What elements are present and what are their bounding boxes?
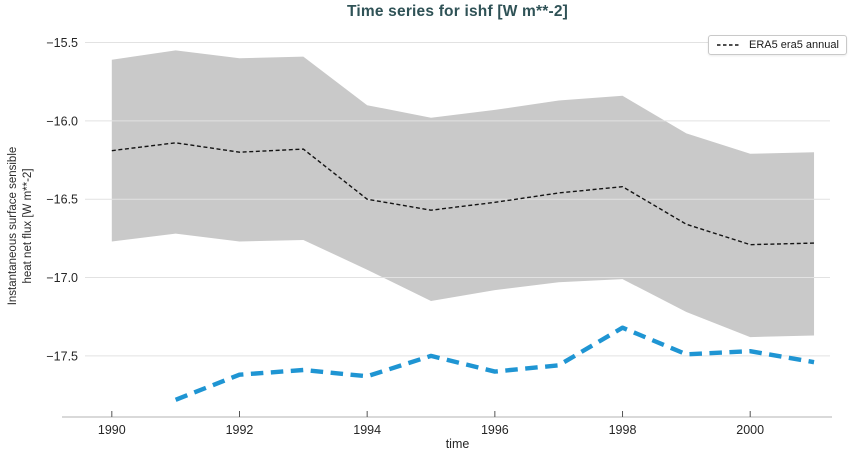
chart-title: Time series for ishf [W m**-2] (346, 3, 569, 20)
era5-annual-uncertainty-band (111, 50, 815, 338)
x-tick-label: 1996 (481, 423, 509, 437)
x-tick-label: 1994 (353, 423, 381, 437)
legend-label: ERA5 era5 annual (749, 39, 839, 51)
y-tick-label: −16.5 (46, 193, 78, 207)
x-tick-label: 1990 (98, 423, 126, 437)
era5-annual-line (111, 142, 815, 246)
y-tick-label: −16.0 (46, 114, 78, 128)
x-tick-label: 1998 (609, 423, 637, 437)
x-axis-label: time (445, 437, 470, 451)
x-tick-label: 1992 (226, 423, 254, 437)
dashed-line-icon (717, 44, 741, 46)
legend: ERA5 era5 annual (708, 35, 847, 55)
blue-dashed-series (174, 325, 815, 402)
x-tick-label: 2000 (736, 423, 764, 437)
y-tick-label: −15.5 (46, 36, 78, 50)
y-tick-label: −17.0 (46, 271, 78, 285)
y-tick-label: −17.5 (46, 349, 78, 363)
